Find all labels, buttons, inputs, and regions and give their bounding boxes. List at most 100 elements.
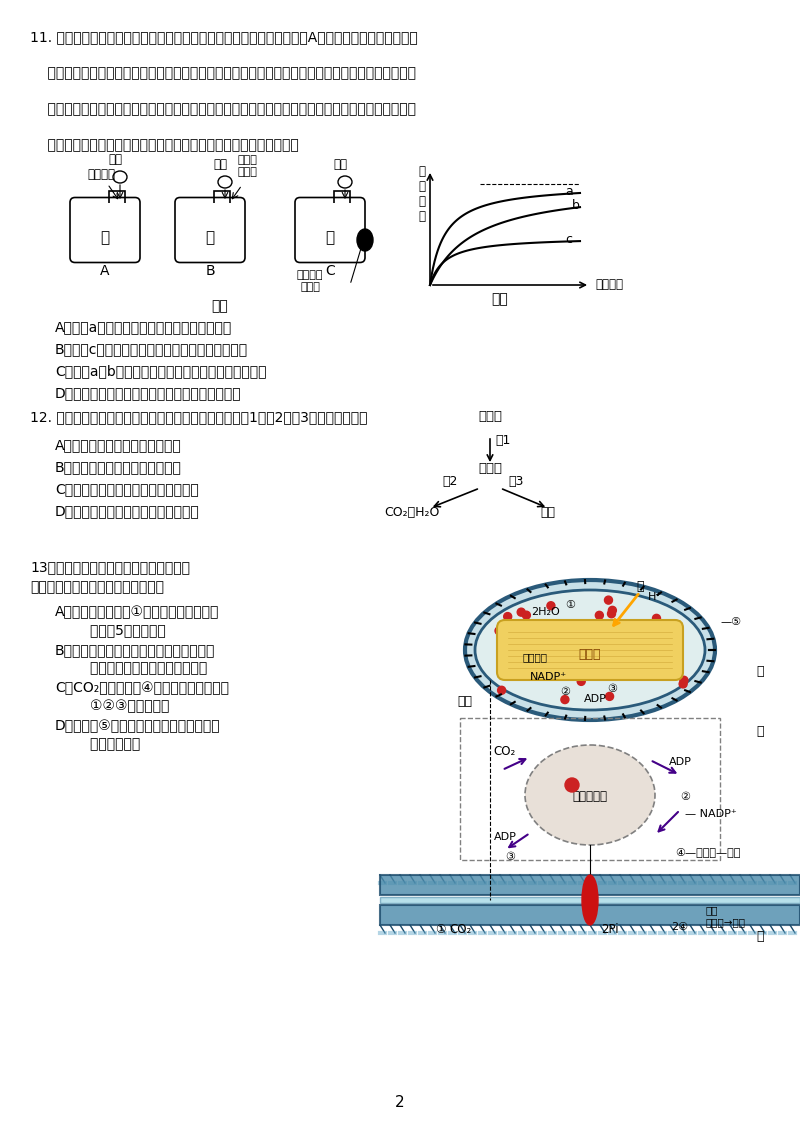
Text: 底物浓度: 底物浓度 [595,278,623,292]
Text: B: B [205,264,215,278]
Text: 光: 光 [636,580,644,593]
Text: b: b [572,199,580,212]
Text: 乳酸: 乳酸 [541,506,555,518]
Text: ②: ② [560,687,570,697]
Text: 甲图: 甲图 [212,299,228,314]
Text: 反
应
速
度: 反 应 速 度 [418,165,425,223]
Text: 酶2: 酶2 [442,475,458,488]
Text: 13．右图是某些高等植物光合作用过程示: 13．右图是某些高等植物光合作用过程示 [30,560,190,574]
Text: A．曲线a表示没有酶抑制剂存在时的作用效果: A．曲线a表示没有酶抑制剂存在时的作用效果 [55,320,232,334]
Text: ADP: ADP [669,757,691,767]
Circle shape [522,611,530,619]
Circle shape [578,677,586,685]
Text: B．线粒体、细胞质基质和线粒体: B．线粒体、细胞质基质和线粒体 [55,460,182,474]
Text: 要穿过5层磷脂分子: 要穿过5层磷脂分子 [55,623,166,637]
Text: 卡尔文循环: 卡尔文循环 [573,790,607,803]
Text: ②: ② [680,792,690,801]
Text: 纸层析法分离: 纸层析法分离 [55,737,140,751]
Circle shape [495,627,503,635]
Text: 类囊体膜: 类囊体膜 [522,652,547,662]
Text: 酶: 酶 [326,231,334,246]
Text: 底物: 底物 [333,158,347,171]
Text: 细: 细 [756,724,764,738]
Text: D．分布于⑤上的色素可用有机溶剂提取，: D．分布于⑤上的色素可用有机溶剂提取， [55,719,221,734]
Text: 光反应: 光反应 [578,648,602,660]
Text: 胞质基质（细胞溶胶）中合成的: 胞质基质（细胞溶胶）中合成的 [55,661,207,675]
Polygon shape [380,897,800,903]
Text: a: a [565,185,573,198]
Text: ③: ③ [505,852,515,861]
Text: 2Pi: 2Pi [601,923,619,936]
Text: 化。酶抑制剂是与酶结合并降低酶活性的分子，其中竞争性抑制剂与底物竞争酶的活性位点，从而降: 化。酶抑制剂是与酶结合并降低酶活性的分子，其中竞争性抑制剂与底物竞争酶的活性位点… [30,66,416,80]
Text: ①②③的合成速率: ①②③的合成速率 [55,698,170,713]
Text: 12. 下图表示呼吸作用过程中葡萄糖分解的两个途径。酶1、酶2和酶3依次分别存在于: 12. 下图表示呼吸作用过程中葡萄糖分解的两个途径。酶1、酶2和酶3依次分别存在… [30,410,367,424]
Circle shape [518,608,526,616]
Text: ADP: ADP [583,694,606,704]
Circle shape [561,695,569,704]
Ellipse shape [465,580,715,720]
Text: 2H₂O: 2H₂O [530,607,559,617]
Text: 用: 用 [756,931,764,943]
Text: C．CO₂浓度只影响④的合成速率，不影响: C．CO₂浓度只影响④的合成速率，不影响 [55,681,229,695]
Circle shape [679,680,687,688]
Text: 酶: 酶 [101,231,110,246]
Text: 底物: 底物 [108,153,122,166]
Text: ①: ① [565,600,575,610]
Text: C．曲线a、b酶促反应速率不再增加是酶处于饱和状态: C．曲线a、b酶促反应速率不再增加是酶处于饱和状态 [55,365,266,378]
Text: —⑤: —⑤ [720,617,741,627]
Ellipse shape [113,171,127,183]
Text: 活性部位: 活性部位 [87,168,118,199]
Text: 酶1: 酶1 [495,434,510,447]
Text: — NADP⁺: — NADP⁺ [685,809,737,818]
Text: CO₂和H₂O: CO₂和H₂O [384,506,440,518]
FancyBboxPatch shape [497,620,683,680]
Text: B．碳反应（暗反应）的主要产物淀粉是在: B．碳反应（暗反应）的主要产物淀粉是在 [55,643,215,657]
Text: NADP⁺: NADP⁺ [530,672,566,681]
FancyBboxPatch shape [175,197,245,263]
Text: ADP: ADP [494,832,517,842]
FancyBboxPatch shape [295,197,365,263]
Text: 2: 2 [395,1095,405,1110]
Circle shape [595,611,603,619]
Ellipse shape [338,175,352,188]
Ellipse shape [475,590,705,710]
Ellipse shape [582,875,598,925]
Text: 乙图: 乙图 [492,292,508,306]
Circle shape [680,676,688,684]
Text: 意图，下列与此有关的叙述正确的是: 意图，下列与此有关的叙述正确的是 [30,580,164,594]
Circle shape [608,607,616,615]
Text: 体: 体 [756,664,764,678]
Text: A: A [100,264,110,278]
FancyBboxPatch shape [70,197,140,263]
Text: 丙酮酸: 丙酮酸 [478,462,502,475]
Text: 基质: 基质 [458,695,473,708]
Text: ③: ③ [607,684,617,694]
Text: 酶: 酶 [206,231,214,246]
Text: 酶3: 酶3 [508,475,523,488]
Text: 非竞争性
抑制剂: 非竞争性 抑制剂 [297,271,323,292]
Text: 葡萄糖: 葡萄糖 [478,410,502,423]
Text: 竞争性
抑制剂: 竞争性 抑制剂 [238,155,258,177]
Text: A．光合作用产生的①进入同一细胞的线粒: A．光合作用产生的①进入同一细胞的线粒 [55,604,219,619]
Text: ④—葡萄糖—淀粉: ④—葡萄糖—淀粉 [675,847,740,857]
Text: CO₂: CO₂ [494,745,516,758]
Text: 底物: 底物 [213,158,227,171]
Ellipse shape [218,175,232,188]
Text: 11. 在生物化学反应中，当底物与酶的活性位点形成互补结构时（如甲图A所示），可催化底物发生变: 11. 在生物化学反应中，当底物与酶的活性位点形成互补结构时（如甲图A所示），可… [30,31,418,44]
Text: B．曲线c表示在竞争性抑制剂作用下酶的活性降低: B．曲线c表示在竞争性抑制剂作用下酶的活性降低 [55,342,248,355]
Circle shape [653,615,661,623]
Polygon shape [380,875,800,895]
Text: D．竞争性抑制剂与该酶催化的底物化学结构相似: D．竞争性抑制剂与该酶催化的底物化学结构相似 [55,386,242,400]
Text: 2④: 2④ [671,921,689,932]
Circle shape [504,612,512,620]
Circle shape [547,602,555,610]
Text: A．线粒体、线粒体和细胞质基质: A．线粒体、线粒体和细胞质基质 [55,438,182,452]
Text: c: c [565,233,572,246]
Text: D．细胞质基质、细胞质基质和线粒体: D．细胞质基质、细胞质基质和线粒体 [55,504,200,518]
Text: C: C [325,264,335,278]
Text: 不能与底物结合，从而使酶失去催化活性。下列有关叙述不正确的是: 不能与底物结合，从而使酶失去催化活性。下列有关叙述不正确的是 [30,138,298,152]
Circle shape [606,693,614,701]
Circle shape [605,597,613,604]
Text: CO₂: CO₂ [449,923,471,936]
Circle shape [607,610,615,618]
